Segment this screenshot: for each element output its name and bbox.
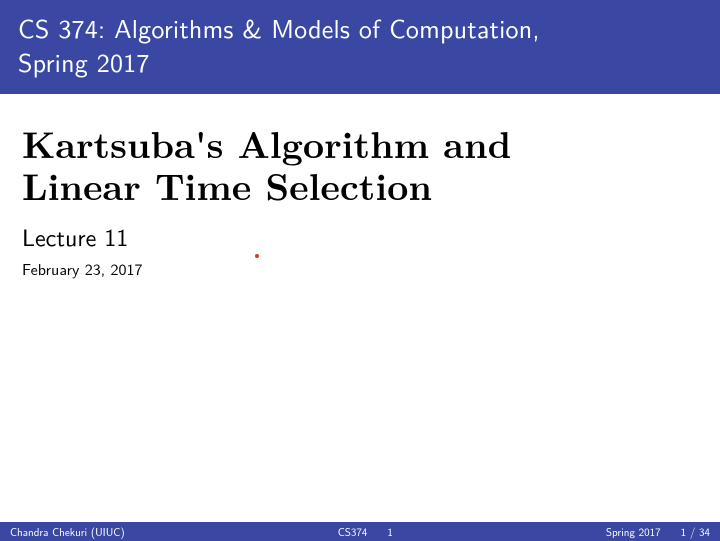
slide-header: CS 374: Algorithms & Models of Computati… [0, 0, 720, 94]
footer-pages: 1 / 34 [671, 524, 720, 540]
lecture-date: February 23, 2017 [22, 257, 698, 280]
title-line-2: Linear Time Selection [22, 164, 698, 207]
course-line-1: CS 374: Algorithms & Models of Computati… [18, 12, 702, 46]
lecture-number: Lecture 11 [22, 219, 698, 254]
footer-term: Spring 2017 [596, 524, 671, 540]
slide-footer: Chandra Chekuri (UIUC) CS374 1 Spring 20… [0, 522, 720, 541]
footer-page-mid: 1 [377, 524, 403, 540]
slide-title: Kartsuba's Algorithm and Linear Time Sel… [22, 122, 698, 207]
red-dot-marker [255, 254, 259, 258]
slide-content: Kartsuba's Algorithm and Linear Time Sel… [0, 94, 720, 280]
footer-author: Chandra Chekuri (UIUC) [0, 524, 135, 540]
footer-course: CS374 [328, 524, 378, 540]
course-line-2: Spring 2017 [18, 46, 702, 80]
